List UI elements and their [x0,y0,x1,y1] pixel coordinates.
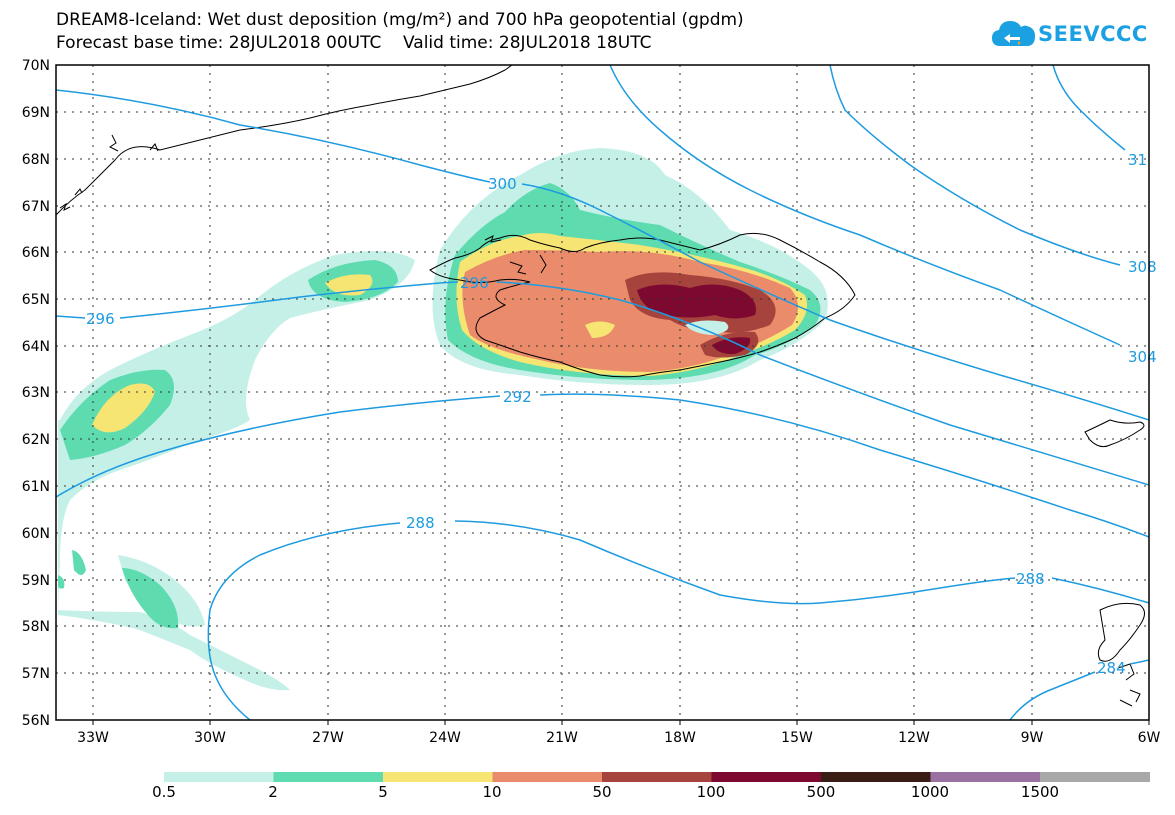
legend-swatch [930,772,1041,782]
axis-ticks [92,720,1150,725]
lat-label: 65N [22,292,50,308]
lon-label: 15W [781,730,813,746]
legend-label: 1000 [910,783,950,801]
legend-label: 5 [378,783,388,801]
legend-label: 500 [806,783,836,801]
contour-label: 288 [406,514,435,532]
legend-swatch [164,772,274,782]
contour-label: 292 [503,388,532,406]
lat-label: 66N [22,245,50,261]
lat-label: 61N [22,479,50,495]
legend-label: 1500 [1020,783,1060,801]
legend-label: 10 [482,783,502,801]
lon-label: 27W [312,730,344,746]
legend-swatch [711,772,822,782]
geopotential-contours [56,65,1149,720]
lat-label: 60N [22,526,50,542]
latitude-labels: 70N 69N 68N 67N 66N 65N 64N 63N 62N 61N … [22,58,50,729]
legend-label: 2 [268,783,278,801]
lon-label: 12W [898,730,930,746]
lat-label: 67N [22,199,50,215]
legend-label: 50 [592,783,612,801]
lat-label: 57N [22,666,50,682]
cloud-icon [992,21,1035,46]
legend-swatch [1040,772,1150,782]
lon-label: 9W [1021,730,1044,746]
lat-label: 69N [22,105,50,121]
legend-swatch [602,772,712,782]
coastlines [56,65,1145,707]
lat-label: 63N [22,385,50,401]
legend-label: 0.5 [152,783,176,801]
longitude-labels: 33W 30W 27W 24W 21W 18W 15W 12W 9W 6W [77,730,1160,746]
dust-deposition-field [58,148,828,691]
contour-label: 296 [460,274,489,292]
map-subtitle-times: Forecast base time: 28JUL2018 00UTC Vali… [56,33,652,53]
lat-label: 56N [22,713,50,729]
legend-colorbar [164,772,1150,782]
lat-label: 58N [22,619,50,635]
lon-label: 18W [664,730,696,746]
lon-label: 24W [429,730,461,746]
lat-label: 62N [22,432,50,448]
lon-label: 30W [194,730,226,746]
lon-label: 33W [77,730,109,746]
lon-label: 6W [1138,730,1161,746]
seevccc-logo: SEEVCCC [990,14,1160,54]
legend-swatch [273,772,384,782]
legend-swatch [383,772,493,782]
contour-label: 304 [1128,348,1157,366]
contour-label: 288 [1016,570,1045,588]
contour-label: 296 [86,310,115,328]
contour-label: 308 [1128,258,1157,276]
lat-label: 70N [22,58,50,74]
contour-label: 300 [488,175,517,193]
lat-label: 68N [22,152,50,168]
contour-label: 31 [1128,151,1147,169]
contour-label: 284 [1097,659,1126,677]
lat-label: 59N [22,573,50,589]
legend-swatch [492,772,603,782]
legend-swatch [821,772,931,782]
logo-text: SEEVCCC [1038,22,1148,46]
map-title: DREAM8-Iceland: Wet dust deposition (mg/… [56,10,744,30]
lat-label: 64N [22,339,50,355]
legend-label: 100 [696,783,726,801]
lon-label: 21W [546,730,578,746]
map-frame [55,64,1150,721]
dust-100-500-areas [637,284,756,355]
